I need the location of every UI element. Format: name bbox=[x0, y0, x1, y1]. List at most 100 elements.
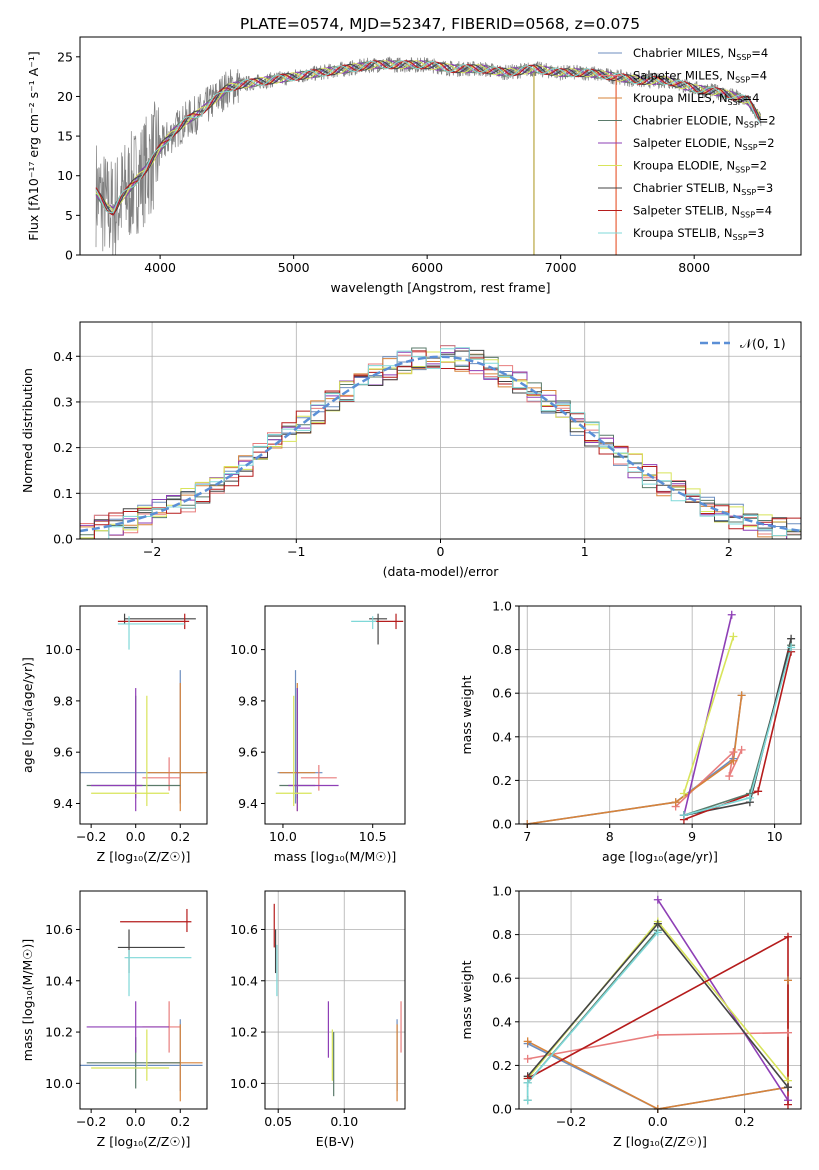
weight-marker bbox=[754, 787, 763, 796]
legend-suffix: =4 bbox=[743, 91, 760, 105]
weight-line bbox=[527, 695, 743, 824]
x-tick-label: 8000 bbox=[678, 260, 710, 275]
x-axis-label: age [log₁₀(age/yr)] bbox=[602, 849, 718, 864]
weight-marker bbox=[679, 811, 688, 820]
y-tick-label: 9.4 bbox=[53, 796, 73, 811]
x-tick-label: 6000 bbox=[411, 260, 443, 275]
weight-marker bbox=[783, 976, 792, 985]
weight-line bbox=[683, 614, 733, 816]
normal-curve bbox=[80, 355, 801, 533]
legend-suffix: =4 bbox=[750, 69, 767, 83]
legend-subscript: SSP bbox=[735, 166, 750, 175]
weight-marker bbox=[523, 1037, 532, 1046]
legend-suffix: =4 bbox=[751, 46, 768, 60]
x-tick-label: −1 bbox=[287, 544, 305, 559]
x-tick-label: 10.5 bbox=[359, 829, 387, 844]
plot-area-mass-age bbox=[275, 613, 404, 812]
panel-mass-age: 10.0 10.5 9.4 9.6 9.8 10.0 mass [log₁₀(M/M☉)] bbox=[230, 605, 406, 864]
weight-marker bbox=[737, 691, 746, 700]
x-axis-label: mass [log₁₀(M/M☉)] bbox=[274, 849, 396, 864]
y-tick-label: 0.4 bbox=[492, 1014, 512, 1029]
y-axis-label: age [log₁₀(age/yr)] bbox=[20, 657, 35, 773]
y-tick-label: 10.0 bbox=[230, 1076, 258, 1091]
legend-label: Salpeter STELIB, NSSP=4 bbox=[633, 204, 772, 220]
plot-area-ebv-mass bbox=[273, 903, 402, 1102]
y-tick-label: 10.0 bbox=[45, 1076, 73, 1091]
x-tick-label: −2 bbox=[143, 544, 161, 559]
panel-spectrum: Chabrier MILES, NSSP=4 Salpeter MILES, NS… bbox=[26, 36, 802, 295]
weight-marker bbox=[725, 772, 734, 781]
legend-subscript: SSP bbox=[728, 98, 743, 107]
legend-label: Kroupa ELODIE, NSSP=2 bbox=[633, 159, 767, 175]
x-axis-label: Z [log₁₀(Z/Z☉)] bbox=[97, 1134, 191, 1149]
x-tick-label: 10.0 bbox=[269, 829, 297, 844]
y-tick-label: 10.0 bbox=[45, 642, 73, 657]
y-tick-label: 10.2 bbox=[230, 1025, 258, 1040]
axes-frame bbox=[79, 605, 208, 825]
y-tick-label: 0.0 bbox=[53, 532, 73, 547]
legend-label: Salpeter ELODIE, NSSP=2 bbox=[633, 136, 775, 152]
x-tick-label: 0.0 bbox=[126, 1114, 146, 1129]
legend-label: Salpeter MILES, NSSP=4 bbox=[633, 69, 767, 85]
y-tick-label: 10 bbox=[57, 168, 73, 183]
legend-suffix: =3 bbox=[756, 181, 773, 195]
weight-marker bbox=[783, 932, 792, 941]
weight-line bbox=[675, 749, 743, 808]
plot-area-spectrum bbox=[95, 56, 762, 255]
weight-line bbox=[683, 636, 735, 794]
weight-marker bbox=[729, 748, 738, 757]
legend-subscript: SSP bbox=[735, 76, 750, 85]
plot-area-z-mass bbox=[80, 908, 203, 1102]
x-tick-label: 0.10 bbox=[330, 1114, 358, 1129]
x-tick-label: −0.2 bbox=[76, 829, 106, 844]
y-tick-label: 9.8 bbox=[238, 693, 258, 708]
legend-subscript: SSP bbox=[744, 121, 759, 130]
axes-frame bbox=[264, 890, 406, 1110]
y-tick-label: 0.8 bbox=[492, 642, 512, 657]
x-axis-label: Z [log₁₀(Z/Z☉)] bbox=[97, 849, 191, 864]
axes-frame bbox=[518, 890, 802, 1110]
panel-weight-z: −0.2 0.0 0.2 0.0 0.2 0.4 0.6 0.8 1.0 Z [log₁₀(Z/Z… bbox=[459, 884, 802, 1149]
y-tick-label: 0.6 bbox=[492, 686, 512, 701]
weight-line bbox=[683, 651, 792, 821]
x-tick-label: 8 bbox=[606, 829, 614, 844]
weight-marker bbox=[523, 1096, 532, 1105]
plot-area-z-age bbox=[80, 613, 207, 812]
weight-marker bbox=[729, 632, 738, 641]
y-tick-label: 10.2 bbox=[45, 1025, 73, 1040]
y-tick-label: 0.8 bbox=[492, 927, 512, 942]
legend-subscript: SSP bbox=[740, 211, 755, 220]
panel-z-mass: −0.2 0.0 0.2 10.0 10.2 10.4 10.6 Z [log₁₀(Z/Z☉)… bbox=[20, 890, 208, 1149]
legend: Chabrier MILES, NSSP=4 Salpeter MILES, NS… bbox=[598, 46, 776, 242]
y-tick-label: 10.0 bbox=[230, 642, 258, 657]
legend-label: Chabrier STELIB, NSSP=3 bbox=[633, 181, 773, 197]
weight-marker bbox=[653, 928, 662, 937]
y-tick-label: 9.6 bbox=[238, 745, 258, 760]
x-tick-label: 10 bbox=[767, 829, 783, 844]
y-tick-label: 10.6 bbox=[230, 922, 258, 937]
y-tick-label: 0.3 bbox=[53, 394, 73, 409]
model-spectrum bbox=[95, 60, 761, 216]
axes-frame bbox=[79, 36, 802, 256]
legend-label: Chabrier ELODIE, NSSP=2 bbox=[633, 114, 776, 130]
x-tick-label: −0.2 bbox=[556, 1114, 586, 1129]
legend-suffix: =4 bbox=[755, 204, 772, 218]
y-tick-label: 10.4 bbox=[45, 973, 73, 988]
legend-label: Kroupa STELIB, NSSP=3 bbox=[633, 226, 764, 242]
x-tick-label: 0.2 bbox=[170, 829, 190, 844]
panel-z-age: −0.2 0.0 0.2 9.4 9.6 9.8 10.0 Z [log₁₀(Z/Z☉)] ag… bbox=[20, 605, 208, 864]
y-tick-label: 9.4 bbox=[238, 796, 258, 811]
weight-marker bbox=[745, 793, 754, 802]
y-tick-label: 0.4 bbox=[492, 729, 512, 744]
legend-label: 𝒩(0, 1) bbox=[740, 336, 786, 351]
y-axis-label: mass [log₁₀(M/M☉)] bbox=[20, 939, 35, 1061]
x-tick-label: 0.2 bbox=[735, 1114, 755, 1129]
x-axis-label: Z [log₁₀(Z/Z☉)] bbox=[613, 1134, 707, 1149]
weight-marker bbox=[783, 1100, 792, 1109]
y-tick-label: 15 bbox=[57, 129, 73, 144]
weight-marker bbox=[653, 919, 662, 928]
weight-marker bbox=[653, 895, 662, 904]
y-tick-label: 1.0 bbox=[492, 599, 512, 614]
y-tick-label: 0.0 bbox=[492, 817, 512, 832]
